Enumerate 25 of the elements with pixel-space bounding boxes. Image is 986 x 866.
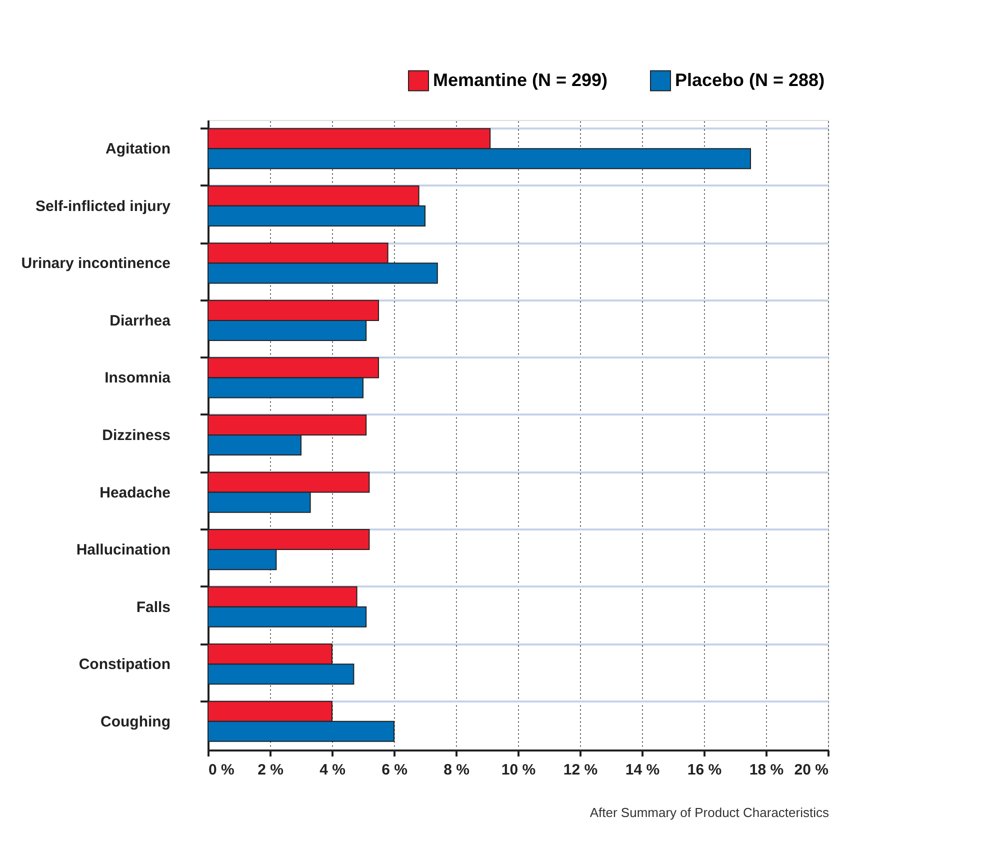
y-tick-label: Hallucination bbox=[76, 542, 170, 559]
x-tick-label: 6 % bbox=[382, 762, 408, 778]
x-tick-label: 0 % bbox=[208, 762, 234, 778]
text: After Summary of Product Characteristics bbox=[590, 805, 830, 820]
legend-label: Memantine (N = 299) bbox=[433, 70, 608, 90]
y-tick-label: Headache bbox=[100, 484, 170, 502]
x-tick-label: 14 % bbox=[625, 762, 660, 778]
y-tick-label: Constipation bbox=[78, 656, 170, 674]
y-tick-label: Diarrhea bbox=[110, 312, 172, 330]
x-tick-label: 2 % bbox=[258, 762, 284, 778]
x-tick-label: 8 % bbox=[444, 762, 470, 778]
x-tick-label: 4 % bbox=[320, 762, 346, 778]
y-tick-label: Agitation bbox=[106, 140, 170, 158]
x-tick-label: 10 % bbox=[501, 762, 536, 778]
legend-label: Placebo (N = 288) bbox=[675, 70, 825, 90]
y-tick-label: Falls bbox=[136, 598, 170, 616]
x-tick-label: 12 % bbox=[563, 762, 598, 778]
y-tick-label: Dizziness bbox=[102, 427, 170, 444]
y-tick-label: Self-inflicted injury bbox=[35, 198, 172, 215]
y-tick-label: Urinary incontinence bbox=[21, 255, 170, 272]
x-tick-label: 18 % bbox=[749, 762, 784, 778]
y-tick-label: Coughing bbox=[100, 713, 170, 730]
x-tick-label: 16 % bbox=[687, 762, 722, 778]
y-tick-label: Insomnia bbox=[104, 370, 172, 387]
x-tick-label: 20 % bbox=[794, 762, 828, 778]
